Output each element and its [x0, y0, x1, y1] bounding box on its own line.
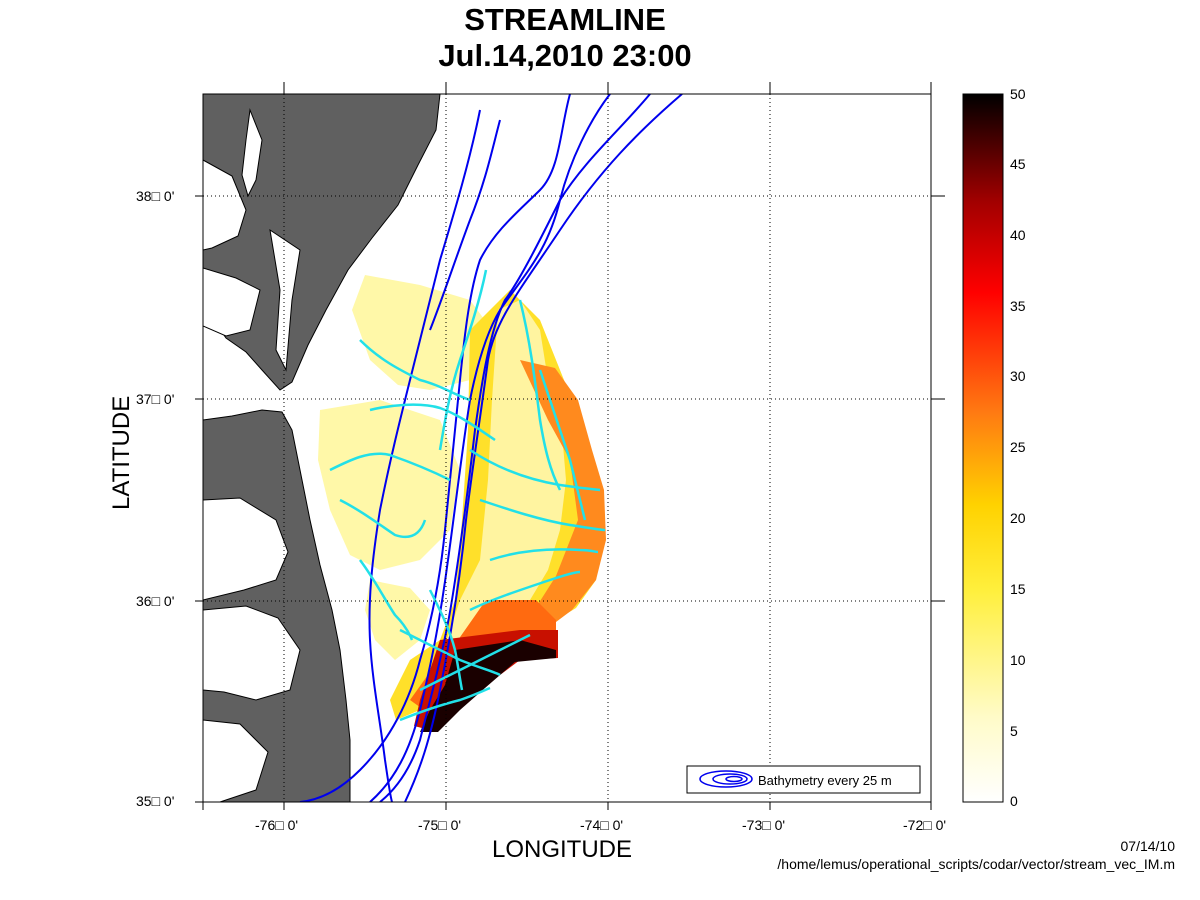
colorbar-tick-label: 0 — [1010, 793, 1018, 809]
speed-field — [318, 275, 606, 732]
footer-date: 07/14/10 — [1121, 838, 1176, 854]
colorbar-tick-label: 15 — [1010, 581, 1026, 597]
footer-path: /home/lemus/operational_scripts/codar/ve… — [777, 856, 1175, 872]
colorbar-tick-label: 25 — [1010, 439, 1026, 455]
colorbar-tick-label: 45 — [1010, 156, 1026, 172]
legend-label: Bathymetry every 25 m — [758, 773, 892, 788]
colorbar — [963, 94, 1003, 802]
colorbar-tick-label: 35 — [1010, 298, 1026, 314]
colorbar-tick-label: 40 — [1010, 227, 1026, 243]
bathymetry-legend: Bathymetry every 25 m — [687, 766, 920, 793]
colorbar-tick-label: 30 — [1010, 368, 1026, 384]
colorbar-tick-label: 5 — [1010, 723, 1018, 739]
colorbar-tick-label: 50 — [1010, 86, 1026, 102]
colorbar-tick-label: 10 — [1010, 652, 1026, 668]
colorbar-tick-label: 20 — [1010, 510, 1026, 526]
